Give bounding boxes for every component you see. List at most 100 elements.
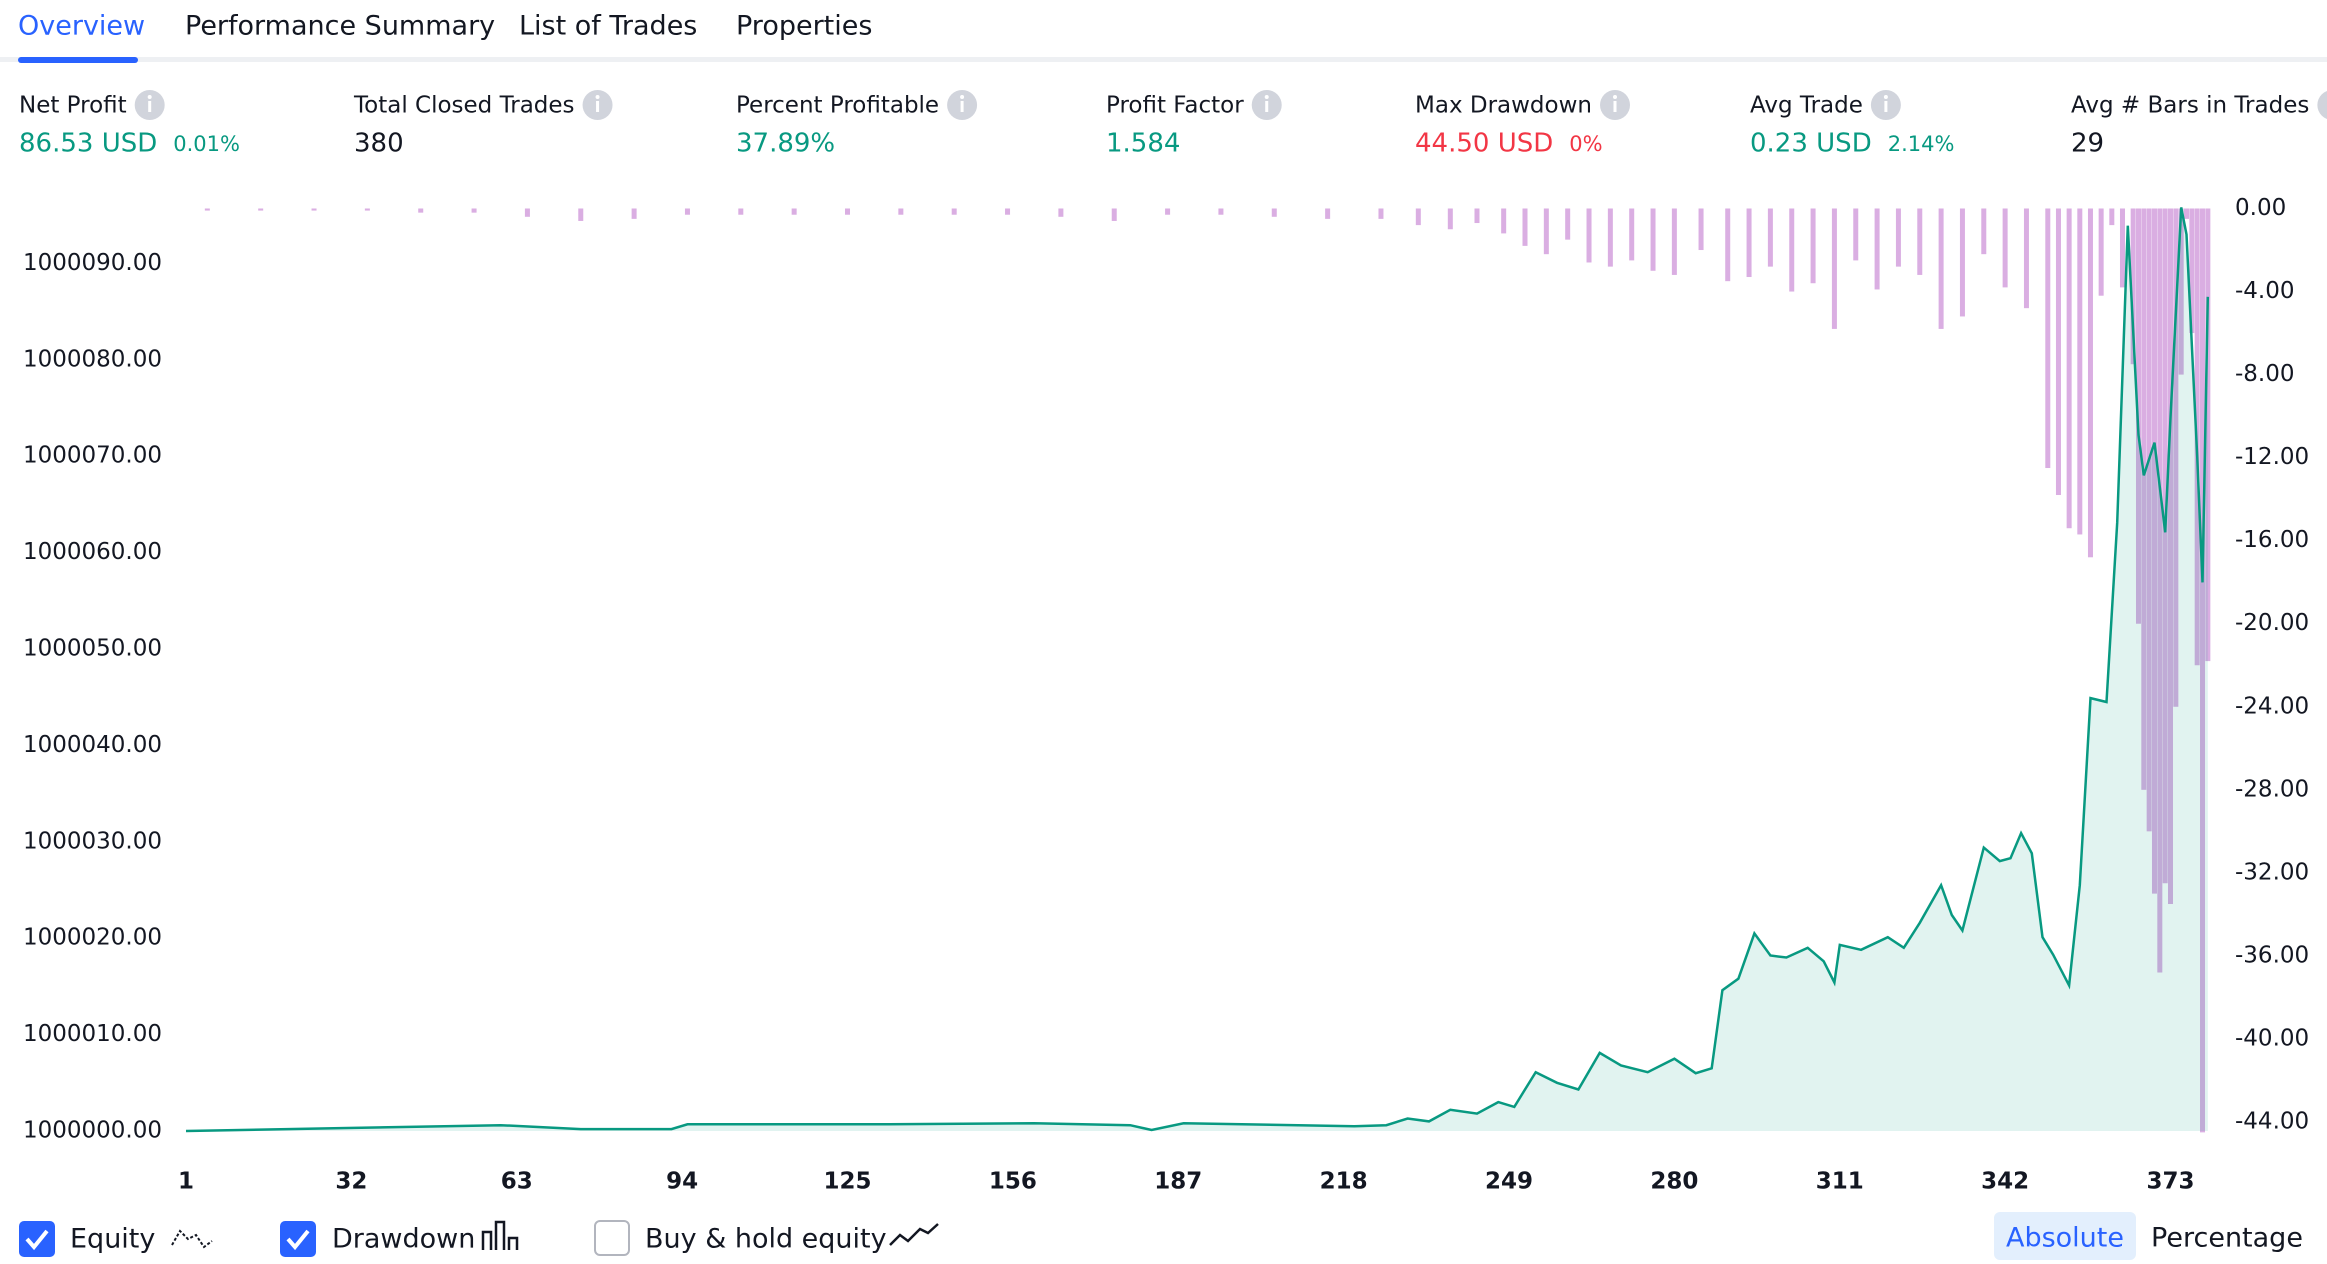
drawdown-bar xyxy=(418,208,424,213)
metric-change: 0.01% xyxy=(173,132,240,156)
drawdown-bar xyxy=(1058,208,1064,217)
drawdown-bar xyxy=(2168,208,2173,905)
info-icon[interactable] xyxy=(2317,90,2327,120)
info-icon-glyph xyxy=(960,95,965,99)
drawdown-bar xyxy=(684,208,690,215)
y2-tick-label: -40.00 xyxy=(2235,1025,2309,1051)
buy-hold-icon xyxy=(889,1223,939,1246)
drawdown-bar xyxy=(2045,208,2051,469)
absolute-button-bg[interactable] xyxy=(1994,1212,2136,1260)
y2-tick-label: -24.00 xyxy=(2235,693,2309,719)
drawdown-bar xyxy=(2087,208,2093,558)
x-tick-label: 63 xyxy=(501,1169,533,1195)
metric-value: 1.584 xyxy=(1106,129,1180,159)
drawdown-bar xyxy=(2055,208,2061,496)
metric-value: 86.53 USD xyxy=(19,129,157,159)
tab-divider xyxy=(0,57,2327,62)
y2-tick-label: -44.00 xyxy=(2235,1109,2309,1135)
tab[interactable]: Properties xyxy=(736,11,872,42)
drawdown-bar xyxy=(2077,208,2083,535)
drawdown-bar xyxy=(2173,208,2179,707)
legend-label[interactable]: Buy & hold equity xyxy=(645,1224,887,1255)
tab[interactable]: Overview xyxy=(18,11,145,42)
drawdown-bar xyxy=(1565,208,1571,240)
y2-tick-label: -12.00 xyxy=(2235,444,2309,470)
drawdown-bar xyxy=(1746,208,1752,278)
metric-change: 0% xyxy=(1569,132,1602,156)
drawdown-bar xyxy=(1447,208,1453,230)
drawdown-bar xyxy=(2002,208,2008,288)
mode-button[interactable]: Absolute xyxy=(2006,1223,2124,1254)
drawdown-bar xyxy=(1271,208,1277,217)
drawdown-checkbox[interactable] xyxy=(280,1221,316,1257)
x-tick-label: 187 xyxy=(1154,1169,1202,1195)
drawdown-bar xyxy=(471,208,477,213)
drawdown-bar xyxy=(1629,208,1635,261)
y2-tick-label: -8.00 xyxy=(2235,361,2295,387)
y2-tick-label: -36.00 xyxy=(2235,942,2309,968)
tab[interactable]: List of Trades xyxy=(519,11,697,42)
y2-tick-label: 0.00 xyxy=(2235,195,2286,221)
drawdown-bar xyxy=(1671,208,1677,275)
x-tick-label: 342 xyxy=(1981,1169,2029,1195)
drawdown-bar xyxy=(1325,208,1331,219)
drawdown-bar xyxy=(1474,208,1480,224)
drawdown-bar xyxy=(898,208,904,215)
metric-label: Max Drawdown xyxy=(1415,93,1592,119)
drawdown-bar xyxy=(1981,208,1987,255)
info-icon-glyph xyxy=(960,101,964,112)
drawdown-bar xyxy=(2162,208,2168,884)
y2-tick-label: -16.00 xyxy=(2235,527,2309,553)
drawdown-bar xyxy=(1111,208,1117,221)
mode-button[interactable]: Percentage xyxy=(2151,1223,2303,1254)
y-tick-label: 1000070.00 xyxy=(23,443,162,469)
equity-icon xyxy=(171,1229,213,1249)
info-icon-glyph xyxy=(1264,95,1269,99)
drawdown-bar xyxy=(951,208,957,215)
y-tick-label: 1000060.00 xyxy=(23,539,162,565)
drawdown-bar xyxy=(1831,208,1837,329)
drawdown-bar xyxy=(258,208,264,211)
drawdown-bar xyxy=(1959,208,1965,317)
drawdown-bar xyxy=(1698,208,1704,251)
drawdown-bar xyxy=(2098,208,2104,296)
drawdown-bar xyxy=(1938,208,1944,329)
drawdown-bar xyxy=(2066,208,2072,529)
drawdown-bar xyxy=(1586,208,1592,263)
buy-hold-checkbox[interactable] xyxy=(594,1220,630,1256)
drawdown-bar xyxy=(1810,208,1816,284)
metric-value: 37.89% xyxy=(736,129,835,159)
tab[interactable]: Performance Summary xyxy=(185,11,495,42)
drawdown-bar xyxy=(1378,208,1384,219)
drawdown-bar xyxy=(1005,208,1011,215)
drawdown-bar xyxy=(2130,208,2136,365)
equity-checkbox[interactable] xyxy=(19,1221,55,1257)
drawdown-bar xyxy=(2178,208,2184,375)
drawdown-bar xyxy=(2205,208,2211,662)
drawdown-bar xyxy=(1725,208,1731,282)
legend-label[interactable]: Drawdown xyxy=(332,1224,475,1255)
drawdown-bar xyxy=(578,208,584,221)
x-tick-label: 280 xyxy=(1650,1169,1698,1195)
info-icon-glyph xyxy=(595,95,600,99)
info-icon-glyph xyxy=(596,101,600,112)
y2-tick-label: -28.00 xyxy=(2235,776,2309,802)
legend-label[interactable]: Equity xyxy=(70,1224,155,1255)
drawdown-bar xyxy=(1543,208,1549,255)
drawdown-bar xyxy=(1789,208,1795,292)
metric-label: Total Closed Trades xyxy=(353,93,575,119)
drawdown-bar xyxy=(2184,208,2190,219)
drawdown-bar xyxy=(2189,208,2195,334)
check-mark xyxy=(25,1229,49,1251)
drawdown-bar xyxy=(1895,208,1901,267)
drawdown-bar xyxy=(1522,208,1528,246)
y2-tick-label: -4.00 xyxy=(2235,278,2295,304)
y-tick-label: 1000000.00 xyxy=(23,1118,162,1144)
metric-label: Net Profit xyxy=(19,93,127,119)
drawdown-bar xyxy=(311,208,317,211)
metric-label: Percent Profitable xyxy=(736,93,939,119)
info-icon-glyph xyxy=(147,95,152,99)
drawdown-bar xyxy=(1415,208,1421,226)
